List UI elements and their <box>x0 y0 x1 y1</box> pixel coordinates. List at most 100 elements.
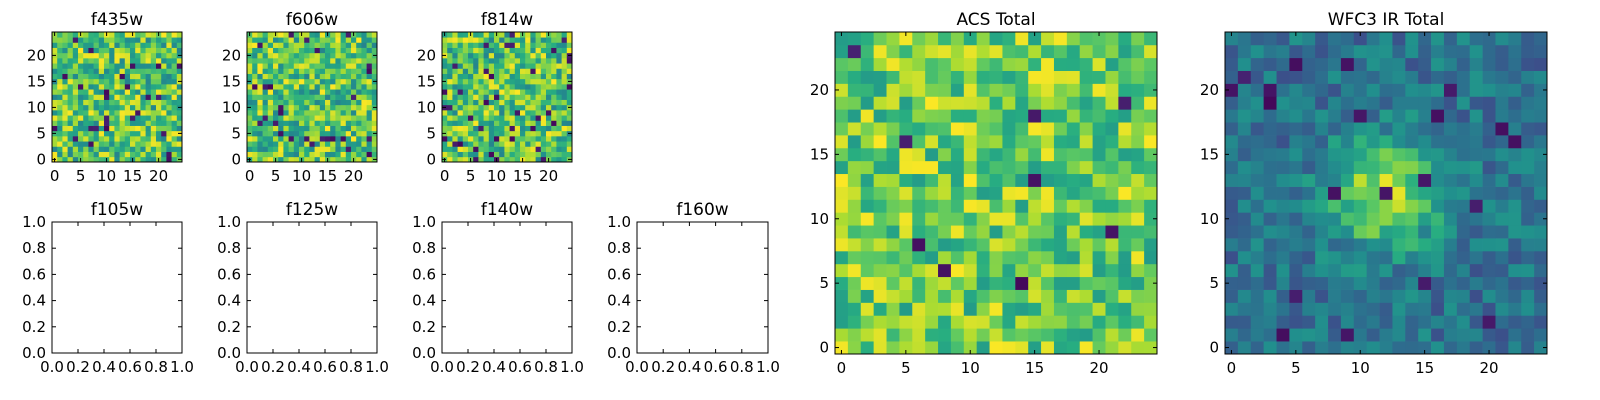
heatmap-cell <box>156 94 162 100</box>
heatmap-cell <box>335 151 341 158</box>
y-tick-label: 5 <box>36 124 46 142</box>
heatmap-cell <box>566 42 573 48</box>
heatmap-cell <box>361 120 367 126</box>
heatmap-cell <box>257 104 263 111</box>
heatmap-cell <box>1508 250 1522 265</box>
heatmap-cell <box>98 151 105 158</box>
heatmap-cell <box>340 94 347 100</box>
heatmap-cell <box>1118 315 1132 329</box>
heatmap-cell <box>67 120 74 126</box>
heatmap-cell <box>462 115 469 121</box>
y-tick-label: 0.2 <box>412 318 436 336</box>
heatmap-cell <box>1443 32 1458 46</box>
heatmap-cell <box>252 37 258 43</box>
heatmap-cell <box>1302 289 1316 303</box>
heatmap-cell <box>520 136 526 142</box>
heatmap-cell <box>145 99 152 106</box>
heatmap-cell <box>488 146 495 152</box>
heatmap-cell <box>299 130 305 137</box>
heatmap-cell <box>1302 44 1316 59</box>
heatmap-cell <box>835 250 849 265</box>
heatmap-cell <box>535 130 542 137</box>
heatmap-cell <box>371 89 378 95</box>
heatmap-cell <box>1225 122 1239 136</box>
heatmap-cell <box>1028 57 1042 71</box>
heatmap-cell <box>1431 147 1445 162</box>
heatmap-cell <box>494 94 500 100</box>
heatmap-cell <box>361 146 367 152</box>
heatmap-cell <box>1315 160 1329 175</box>
heatmap-cell <box>257 115 263 121</box>
heatmap-cell <box>1534 147 1548 162</box>
heatmap-cell <box>540 110 547 116</box>
heatmap-cell <box>925 212 939 226</box>
heatmap-cell <box>288 156 295 163</box>
heatmap-cell <box>447 47 453 54</box>
heatmap-cell <box>140 58 146 64</box>
heatmap-cell <box>1482 276 1496 290</box>
heatmap-cell <box>488 99 495 106</box>
heatmap-cell <box>835 173 849 187</box>
heatmap-cell <box>1340 276 1355 290</box>
heatmap-cell <box>293 32 300 38</box>
heatmap-cell <box>886 341 900 355</box>
heatmap-cell <box>551 63 557 69</box>
heatmap-cell <box>1079 135 1093 149</box>
heatmap-cell <box>1144 212 1158 226</box>
heatmap-cell <box>938 135 952 149</box>
heatmap-cell <box>1418 250 1432 265</box>
heatmap-cell <box>1353 147 1368 162</box>
heatmap-cell <box>257 47 263 54</box>
heatmap-cell <box>1302 186 1316 200</box>
heatmap-cell <box>1225 83 1239 97</box>
heatmap-cell <box>1431 109 1445 123</box>
heatmap-cell <box>1225 173 1239 187</box>
heatmap-cell <box>847 328 862 342</box>
heatmap-cell <box>1340 57 1355 71</box>
heatmap-cell <box>1105 32 1119 46</box>
heatmap-cell <box>494 58 500 64</box>
heatmap-cell <box>1379 276 1393 290</box>
heatmap-cell <box>873 302 887 316</box>
heatmap-cell <box>504 146 510 152</box>
heatmap-cell <box>535 151 542 158</box>
heatmap-cell <box>561 94 568 100</box>
heatmap-cell <box>145 120 152 126</box>
heatmap-cell <box>1379 250 1393 265</box>
heatmap-cell <box>452 110 458 116</box>
heatmap-cell <box>1431 160 1445 175</box>
heatmap-cell <box>963 160 978 175</box>
heatmap-cell <box>1041 160 1055 175</box>
heatmap-cell <box>478 110 484 116</box>
heatmap-cell <box>1079 83 1093 97</box>
heatmap-cell <box>366 52 373 59</box>
heatmap-cell <box>1144 315 1158 329</box>
heatmap-cell <box>351 130 357 137</box>
x-tick-label: 0 <box>837 359 847 377</box>
heatmap-cell <box>130 47 136 54</box>
heatmap-cell <box>1315 302 1329 316</box>
heatmap-cell <box>462 151 469 158</box>
heatmap-cell <box>1092 276 1106 290</box>
heatmap-cell <box>283 78 289 85</box>
heatmap-cell <box>540 136 547 142</box>
heatmap-cell <box>98 68 105 74</box>
heatmap-cell <box>1315 32 1329 46</box>
heatmap-cell <box>72 156 79 163</box>
heatmap-cell <box>1079 341 1093 355</box>
heatmap-cell <box>1144 276 1158 290</box>
heatmap-cell <box>462 58 469 64</box>
heatmap-cell <box>1225 341 1239 355</box>
heatmap-cell <box>161 125 167 132</box>
heatmap-cell <box>535 52 542 59</box>
heatmap-cell <box>330 146 336 152</box>
heatmap-cell <box>278 99 284 106</box>
heatmap-cell <box>114 151 120 158</box>
heatmap-cell <box>1495 302 1509 316</box>
heatmap-cell <box>124 73 131 80</box>
heatmap-cell <box>130 63 136 69</box>
heatmap-cell <box>257 120 263 126</box>
heatmap-cell <box>98 99 105 106</box>
heatmap-cell <box>340 125 347 132</box>
heatmap-cell <box>1225 44 1239 59</box>
